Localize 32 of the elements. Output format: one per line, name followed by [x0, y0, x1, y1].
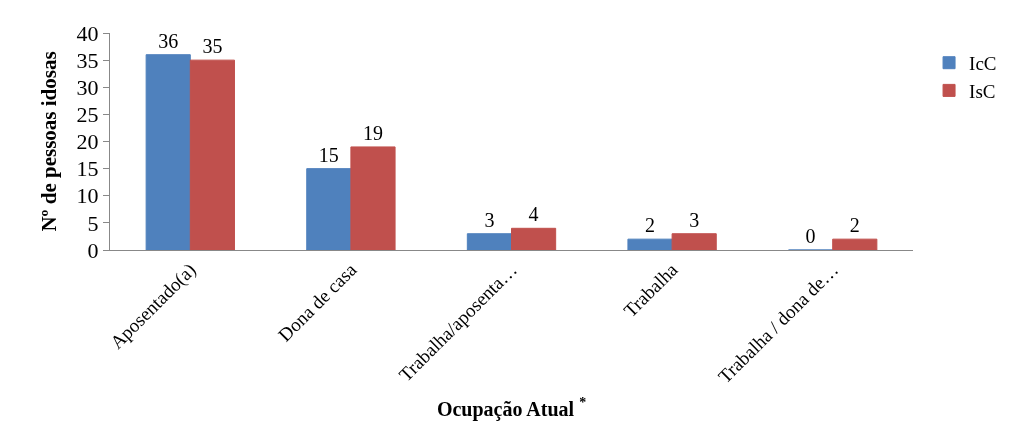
y-tick-label: 15	[76, 156, 99, 182]
data-label: 3	[484, 208, 495, 231]
y-tick-label: 40	[76, 20, 99, 46]
bar	[306, 168, 352, 250]
bar	[350, 146, 396, 250]
legend-label: IsC	[969, 80, 996, 102]
y-tick-label: 30	[76, 74, 99, 100]
y-tick-label: 35	[76, 47, 99, 73]
data-label: 3	[689, 208, 700, 231]
data-label: 15	[318, 143, 339, 166]
y-tick-label: 25	[76, 102, 99, 128]
bar	[189, 59, 235, 250]
data-label: 0	[805, 225, 816, 247]
data-label: 19	[362, 121, 383, 144]
bar	[627, 238, 673, 250]
data-label: 2	[849, 214, 860, 237]
bar	[466, 233, 512, 250]
y-tick-label: 5	[87, 210, 99, 236]
bar	[671, 233, 717, 250]
bar	[145, 54, 191, 250]
data-label: 35	[202, 35, 223, 58]
legend-label: IcC	[969, 53, 997, 75]
data-label: 2	[645, 214, 656, 237]
y-tick-label: 0	[87, 237, 99, 263]
y-tick-label: 20	[76, 129, 99, 155]
bar	[832, 238, 878, 250]
data-label: 36	[158, 29, 179, 52]
data-label: 4	[528, 203, 539, 226]
y-tick-label: 10	[76, 183, 99, 209]
bar	[511, 227, 557, 250]
y-axis-title: Nº de pessoas idosas	[36, 51, 61, 232]
x-axis-title: Ocupação Atual $^{*}$	[436, 395, 587, 421]
